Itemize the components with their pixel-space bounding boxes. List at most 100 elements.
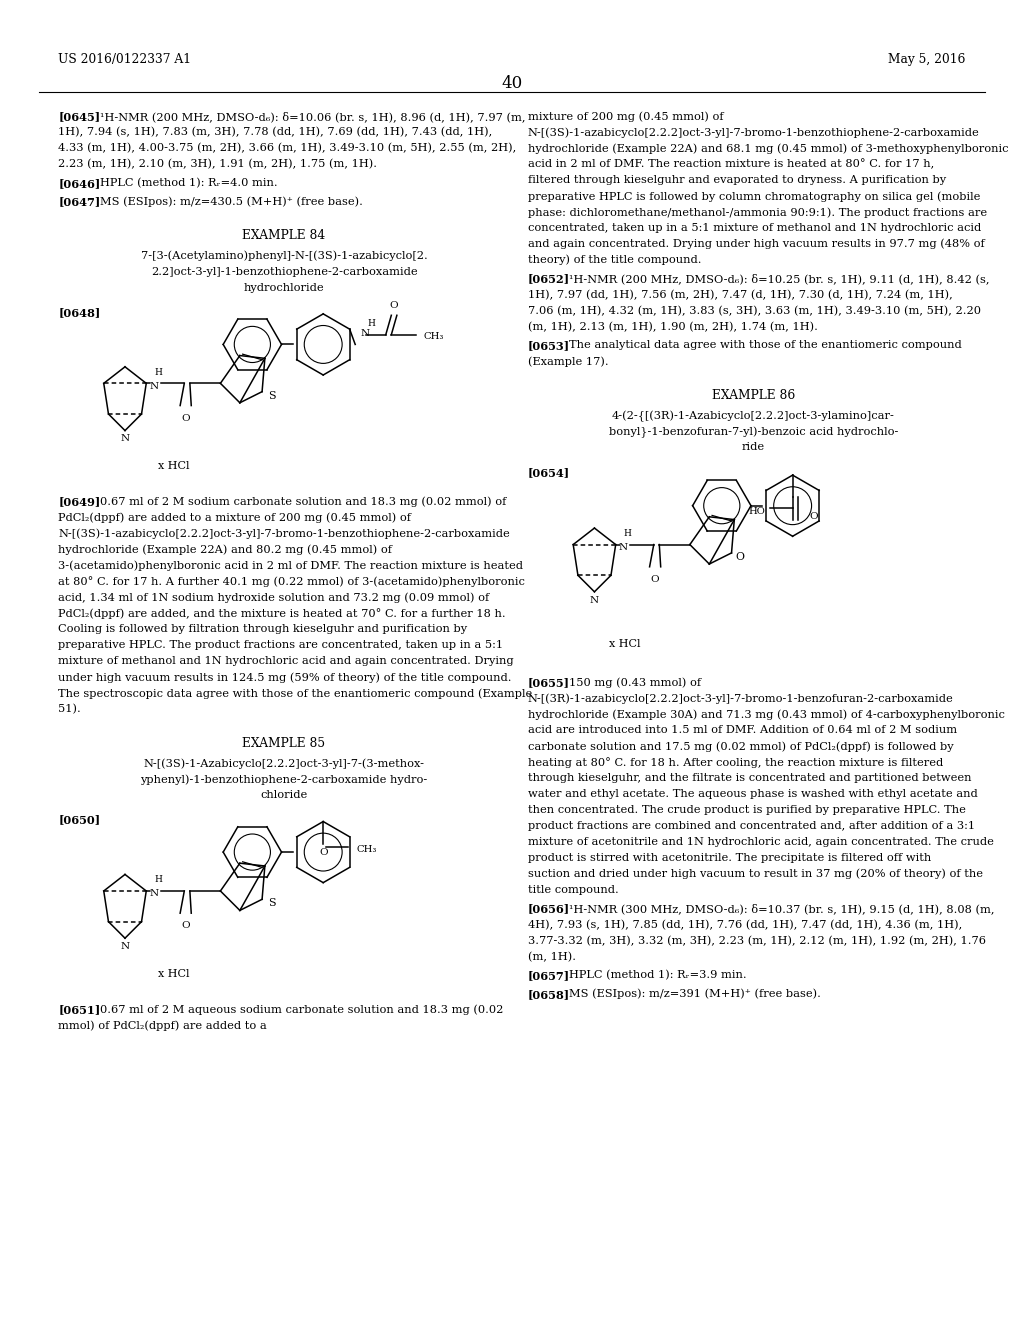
Text: mixture of acetonitrile and 1N hydrochloric acid, again concentrated. The crude: mixture of acetonitrile and 1N hydrochlo… (527, 837, 993, 847)
Text: S: S (268, 391, 275, 401)
Text: and again concentrated. Drying under high vacuum results in 97.7 mg (48% of: and again concentrated. Drying under hig… (527, 239, 984, 249)
Text: theory) of the title compound.: theory) of the title compound. (527, 255, 701, 265)
Text: product is stirred with acetonitrile. The precipitate is filtered off with: product is stirred with acetonitrile. Th… (527, 853, 931, 863)
Text: x HCl: x HCl (609, 639, 641, 649)
Text: H: H (154, 875, 162, 884)
Text: N: N (360, 329, 370, 338)
Text: through kieselguhr, and the filtrate is concentrated and partitioned between: through kieselguhr, and the filtrate is … (527, 774, 972, 783)
Text: MS (ESIpos): m/z=430.5 (M+H)⁺ (free base).: MS (ESIpos): m/z=430.5 (M+H)⁺ (free base… (99, 197, 362, 207)
Text: N-[(3R)-1-azabicyclo[2.2.2]oct-3-yl]-7-bromo-1-benzofuran-2-carboxamide: N-[(3R)-1-azabicyclo[2.2.2]oct-3-yl]-7-b… (527, 693, 953, 704)
Text: CH₃: CH₃ (356, 845, 377, 854)
Text: (m, 1H), 2.13 (m, 1H), 1.90 (m, 2H), 1.74 (m, 1H).: (m, 1H), 2.13 (m, 1H), 1.90 (m, 2H), 1.7… (527, 322, 817, 331)
Text: [0645]: [0645] (58, 111, 100, 123)
Text: preparative HPLC. The product fractions are concentrated, taken up in a 5:1: preparative HPLC. The product fractions … (58, 640, 504, 651)
Text: H: H (154, 368, 162, 376)
Text: [0657]: [0657] (527, 970, 570, 981)
Text: 3-(acetamido)phenylboronic acid in 2 ml of DMF. The reaction mixture is heated: 3-(acetamido)phenylboronic acid in 2 ml … (58, 561, 523, 572)
Text: MS (ESIpos): m/z=391 (M+H)⁺ (free base).: MS (ESIpos): m/z=391 (M+H)⁺ (free base). (569, 989, 821, 999)
Text: mmol) of PdCl₂(dppf) are added to a: mmol) of PdCl₂(dppf) are added to a (58, 1020, 267, 1031)
Text: acid in 2 ml of DMF. The reaction mixture is heated at 80° C. for 17 h,: acid in 2 ml of DMF. The reaction mixtur… (527, 158, 934, 170)
Text: 1H), 7.97 (dd, 1H), 7.56 (m, 2H), 7.47 (d, 1H), 7.30 (d, 1H), 7.24 (m, 1H),: 1H), 7.97 (dd, 1H), 7.56 (m, 2H), 7.47 (… (527, 289, 952, 300)
Text: [0658]: [0658] (527, 989, 570, 999)
Text: 3.77-3.32 (m, 3H), 3.32 (m, 3H), 2.23 (m, 1H), 2.12 (m, 1H), 1.92 (m, 2H), 1.76: 3.77-3.32 (m, 3H), 3.32 (m, 3H), 2.23 (m… (527, 936, 986, 945)
Text: ¹H-NMR (200 MHz, DMSO-d₆): δ=10.06 (br. s, 1H), 8.96 (d, 1H), 7.97 (m,: ¹H-NMR (200 MHz, DMSO-d₆): δ=10.06 (br. … (99, 111, 525, 121)
Text: x HCl: x HCl (158, 461, 189, 471)
Text: 40: 40 (502, 75, 522, 92)
Text: bonyl}-1-benzofuran-7-yl)-benzoic acid hydrochlo-: bonyl}-1-benzofuran-7-yl)-benzoic acid h… (609, 426, 898, 438)
Text: 0.67 ml of 2 M sodium carbonate solution and 18.3 mg (0.02 mmol) of: 0.67 ml of 2 M sodium carbonate solution… (99, 496, 506, 507)
Text: hydrochloride (Example 22A) and 80.2 mg (0.45 mmol) of: hydrochloride (Example 22A) and 80.2 mg … (58, 544, 392, 554)
Text: N: N (150, 381, 159, 391)
Text: O: O (651, 574, 659, 583)
Text: O: O (390, 301, 398, 310)
Text: mixture of 200 mg (0.45 mmol) of: mixture of 200 mg (0.45 mmol) of (527, 111, 723, 121)
Text: H: H (368, 319, 376, 329)
Text: 7-[3-(Acetylamino)phenyl]-N-[(3S)-1-azabicyclo[2.: 7-[3-(Acetylamino)phenyl]-N-[(3S)-1-azab… (140, 251, 427, 261)
Text: ride: ride (742, 442, 765, 453)
Text: O: O (809, 512, 818, 521)
Text: EXAMPLE 85: EXAMPLE 85 (243, 737, 326, 750)
Text: [0650]: [0650] (58, 814, 100, 825)
Text: Cooling is followed by filtration through kieselguhr and purification by: Cooling is followed by filtration throug… (58, 624, 468, 635)
Text: hydrochloride: hydrochloride (244, 282, 325, 293)
Text: PdCl₂(dppf) are added to a mixture of 200 mg (0.45 mmol) of: PdCl₂(dppf) are added to a mixture of 20… (58, 512, 412, 523)
Text: 0.67 ml of 2 M aqueous sodium carbonate solution and 18.3 mg (0.02: 0.67 ml of 2 M aqueous sodium carbonate … (99, 1005, 503, 1015)
Text: 1H), 7.94 (s, 1H), 7.83 (m, 3H), 7.78 (dd, 1H), 7.69 (dd, 1H), 7.43 (dd, 1H),: 1H), 7.94 (s, 1H), 7.83 (m, 3H), 7.78 (d… (58, 127, 493, 137)
Text: ¹H-NMR (200 MHz, DMSO-d₆): δ=10.25 (br. s, 1H), 9.11 (d, 1H), 8.42 (s,: ¹H-NMR (200 MHz, DMSO-d₆): δ=10.25 (br. … (569, 273, 990, 284)
Text: N-[(3S)-1-azabicyclo[2.2.2]oct-3-yl]-7-bromo-1-benzothiophene-2-carboxamide: N-[(3S)-1-azabicyclo[2.2.2]oct-3-yl]-7-b… (58, 528, 510, 539)
Text: then concentrated. The crude product is purified by preparative HPLC. The: then concentrated. The crude product is … (527, 805, 966, 814)
Text: at 80° C. for 17 h. A further 40.1 mg (0.22 mmol) of 3-(acetamido)phenylboronic: at 80° C. for 17 h. A further 40.1 mg (0… (58, 577, 525, 587)
Text: N: N (121, 434, 130, 444)
Text: 4.33 (m, 1H), 4.00-3.75 (m, 2H), 3.66 (m, 1H), 3.49-3.10 (m, 5H), 2.55 (m, 2H),: 4.33 (m, 1H), 4.00-3.75 (m, 2H), 3.66 (m… (58, 143, 516, 153)
Text: acid are introduced into 1.5 ml of DMF. Addition of 0.64 ml of 2 M sodium: acid are introduced into 1.5 ml of DMF. … (527, 725, 956, 735)
Text: The analytical data agree with those of the enantiomeric compound: The analytical data agree with those of … (569, 341, 962, 350)
Text: suction and dried under high vacuum to result in 37 mg (20% of theory) of the: suction and dried under high vacuum to r… (527, 869, 983, 879)
Text: yphenyl)-1-benzothiophene-2-carboxamide hydro-: yphenyl)-1-benzothiophene-2-carboxamide … (140, 775, 428, 785)
Text: The spectroscopic data agree with those of the enantiomeric compound (Example: The spectroscopic data agree with those … (58, 688, 532, 698)
Text: HO: HO (748, 507, 765, 516)
Text: chloride: chloride (260, 791, 307, 800)
Text: (m, 1H).: (m, 1H). (527, 952, 575, 962)
Text: x HCl: x HCl (158, 969, 189, 979)
Text: phase: dichloromethane/methanol-/ammonia 90:9:1). The product fractions are: phase: dichloromethane/methanol-/ammonia… (527, 207, 987, 218)
Text: title compound.: title compound. (527, 884, 618, 895)
Text: [0648]: [0648] (58, 308, 100, 318)
Text: HPLC (method 1): Rᵣ=3.9 min.: HPLC (method 1): Rᵣ=3.9 min. (569, 970, 746, 981)
Text: S: S (268, 899, 275, 908)
Text: hydrochloride (Example 30A) and 71.3 mg (0.43 mmol) of 4-carboxyphenylboronic: hydrochloride (Example 30A) and 71.3 mg … (527, 709, 1005, 719)
Text: EXAMPLE 84: EXAMPLE 84 (243, 230, 326, 242)
Text: concentrated, taken up in a 5:1 mixture of methanol and 1N hydrochloric acid: concentrated, taken up in a 5:1 mixture … (527, 223, 981, 232)
Text: O: O (181, 921, 190, 931)
Text: ¹H-NMR (300 MHz, DMSO-d₆): δ=10.37 (br. s, 1H), 9.15 (d, 1H), 8.08 (m,: ¹H-NMR (300 MHz, DMSO-d₆): δ=10.37 (br. … (569, 903, 994, 915)
Text: acid, 1.34 ml of 1N sodium hydroxide solution and 73.2 mg (0.09 mmol) of: acid, 1.34 ml of 1N sodium hydroxide sol… (58, 593, 489, 603)
Text: N: N (150, 890, 159, 898)
Text: CH₃: CH₃ (423, 331, 443, 341)
Text: (Example 17).: (Example 17). (527, 356, 608, 367)
Text: HPLC (method 1): Rᵣ=4.0 min.: HPLC (method 1): Rᵣ=4.0 min. (99, 178, 278, 187)
Text: O: O (318, 847, 328, 857)
Text: N: N (590, 595, 599, 605)
Text: H: H (624, 529, 632, 539)
Text: 7.06 (m, 1H), 4.32 (m, 1H), 3.83 (s, 3H), 3.63 (m, 1H), 3.49-3.10 (m, 5H), 2.20: 7.06 (m, 1H), 4.32 (m, 1H), 3.83 (s, 3H)… (527, 305, 981, 315)
Text: 150 mg (0.43 mmol) of: 150 mg (0.43 mmol) of (569, 677, 701, 688)
Text: US 2016/0122337 A1: US 2016/0122337 A1 (58, 53, 191, 66)
Text: [0649]: [0649] (58, 496, 100, 507)
Text: 51).: 51). (58, 704, 81, 714)
Text: [0654]: [0654] (527, 467, 570, 478)
Text: product fractions are combined and concentrated and, after addition of a 3:1: product fractions are combined and conce… (527, 821, 975, 830)
Text: N: N (121, 942, 130, 950)
Text: [0653]: [0653] (527, 341, 570, 351)
Text: heating at 80° C. for 18 h. After cooling, the reaction mixture is filtered: heating at 80° C. for 18 h. After coolin… (527, 756, 943, 768)
Text: [0656]: [0656] (527, 903, 570, 915)
Text: N-[(3S)-1-Azabicyclo[2.2.2]oct-3-yl]-7-(3-methox-: N-[(3S)-1-Azabicyclo[2.2.2]oct-3-yl]-7-(… (143, 758, 425, 768)
Text: 4-(2-{[(3R)-1-Azabicyclo[2.2.2]oct-3-ylamino]car-: 4-(2-{[(3R)-1-Azabicyclo[2.2.2]oct-3-yla… (612, 411, 895, 422)
Text: 2.2]oct-3-yl]-1-benzothiophene-2-carboxamide: 2.2]oct-3-yl]-1-benzothiophene-2-carboxa… (151, 267, 418, 277)
Text: [0647]: [0647] (58, 197, 100, 207)
Text: 2.23 (m, 1H), 2.10 (m, 3H), 1.91 (m, 2H), 1.75 (m, 1H).: 2.23 (m, 1H), 2.10 (m, 3H), 1.91 (m, 2H)… (58, 158, 377, 169)
Text: under high vacuum results in 124.5 mg (59% of theory) of the title compound.: under high vacuum results in 124.5 mg (5… (58, 672, 512, 682)
Text: hydrochloride (Example 22A) and 68.1 mg (0.45 mmol) of 3-methoxyphenylboronic: hydrochloride (Example 22A) and 68.1 mg … (527, 143, 1009, 153)
Text: [0652]: [0652] (527, 273, 570, 285)
Text: PdCl₂(dppf) are added, and the mixture is heated at 70° C. for a further 18 h.: PdCl₂(dppf) are added, and the mixture i… (58, 609, 506, 619)
Text: mixture of methanol and 1N hydrochloric acid and again concentrated. Drying: mixture of methanol and 1N hydrochloric … (58, 656, 514, 667)
Text: N-[(3S)-1-azabicyclo[2.2.2]oct-3-yl]-7-bromo-1-benzothiophene-2-carboxamide: N-[(3S)-1-azabicyclo[2.2.2]oct-3-yl]-7-b… (527, 127, 980, 137)
